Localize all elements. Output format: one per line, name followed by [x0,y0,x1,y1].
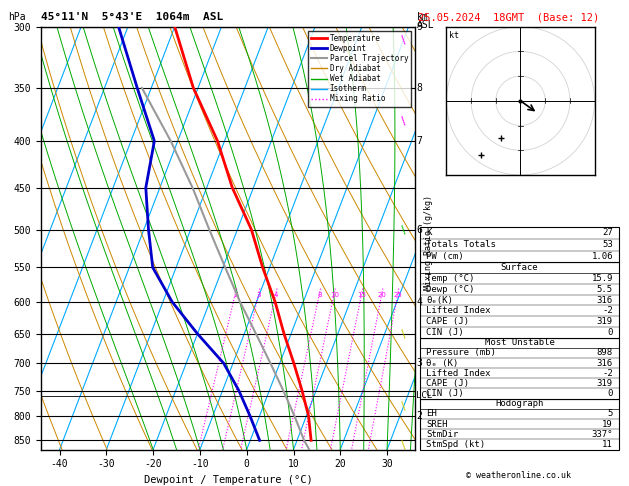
Text: 8: 8 [318,292,322,298]
Legend: Temperature, Dewpoint, Parcel Trajectory, Dry Adiabat, Wet Adiabat, Isotherm, Mi: Temperature, Dewpoint, Parcel Trajectory… [308,31,411,106]
Text: 319: 319 [597,379,613,388]
Text: Totals Totals: Totals Totals [426,240,496,249]
Text: Lifted Index: Lifted Index [426,306,491,315]
Text: /: / [399,328,410,340]
Text: 319: 319 [597,317,613,326]
Text: 25.05.2024  18GMT  (Base: 12): 25.05.2024 18GMT (Base: 12) [418,12,599,22]
Text: -2: -2 [602,306,613,315]
Text: 11: 11 [602,440,613,449]
Text: 316: 316 [597,295,613,305]
FancyBboxPatch shape [420,338,619,399]
Text: /: / [399,224,410,236]
Text: © weatheronline.co.uk: © weatheronline.co.uk [467,471,571,480]
Text: Mixing Ratio (g/kg): Mixing Ratio (g/kg) [425,195,433,291]
Text: Surface: Surface [501,263,538,272]
Text: 2: 2 [416,411,422,421]
Text: LCL: LCL [416,391,433,400]
Text: CAPE (J): CAPE (J) [426,317,469,326]
Text: 7: 7 [416,136,422,146]
Text: SREH: SREH [426,419,448,429]
Text: CAPE (J): CAPE (J) [426,379,469,388]
Text: EH: EH [426,409,437,418]
Text: 8: 8 [416,83,422,93]
Text: 337°: 337° [591,430,613,439]
Text: K: K [426,228,431,237]
Text: hPa: hPa [8,12,26,22]
Text: Pressure (mb): Pressure (mb) [426,348,496,358]
Text: StmSpd (kt): StmSpd (kt) [426,440,485,449]
FancyBboxPatch shape [420,227,619,262]
Text: 3: 3 [416,358,422,368]
Text: 9: 9 [416,22,422,32]
Text: Hodograph: Hodograph [496,399,543,408]
FancyBboxPatch shape [420,262,619,338]
Text: 3: 3 [257,292,261,298]
Text: 1.06: 1.06 [591,252,613,261]
Text: 2: 2 [233,292,238,298]
Text: 53: 53 [602,240,613,249]
Text: 25: 25 [394,292,403,298]
Text: θₑ(K): θₑ(K) [426,295,453,305]
FancyBboxPatch shape [420,399,619,450]
Text: Most Unstable: Most Unstable [484,338,555,347]
Text: 19: 19 [602,419,613,429]
Text: 5.5: 5.5 [597,285,613,294]
Text: /: / [399,115,410,126]
Text: 5: 5 [608,409,613,418]
Text: 15: 15 [357,292,367,298]
Text: kt: kt [449,31,459,40]
Text: 0: 0 [608,328,613,337]
Text: Dewp (°C): Dewp (°C) [426,285,474,294]
Text: km: km [416,12,428,22]
Text: CIN (J): CIN (J) [426,389,464,398]
Text: 27: 27 [602,228,613,237]
Text: 45°11'N  5°43'E  1064m  ASL: 45°11'N 5°43'E 1064m ASL [41,12,223,22]
Text: /: / [399,34,410,46]
Text: -2: -2 [602,369,613,378]
Text: θₑ (K): θₑ (K) [426,359,459,367]
Text: /: / [399,439,410,451]
Text: StmDir: StmDir [426,430,459,439]
Text: /: / [399,400,410,412]
Text: PW (cm): PW (cm) [426,252,464,261]
Text: 15.9: 15.9 [591,274,613,283]
Text: 898: 898 [597,348,613,358]
Text: 4: 4 [416,297,422,307]
Text: 6: 6 [416,225,422,235]
Text: 0: 0 [608,389,613,398]
Text: 20: 20 [377,292,387,298]
Text: CIN (J): CIN (J) [426,328,464,337]
Text: 10: 10 [330,292,339,298]
Text: Lifted Index: Lifted Index [426,369,491,378]
X-axis label: Dewpoint / Temperature (°C): Dewpoint / Temperature (°C) [143,475,313,485]
Text: Temp (°C): Temp (°C) [426,274,474,283]
Text: ASL: ASL [416,20,434,31]
Text: 316: 316 [597,359,613,367]
Text: 4: 4 [274,292,279,298]
